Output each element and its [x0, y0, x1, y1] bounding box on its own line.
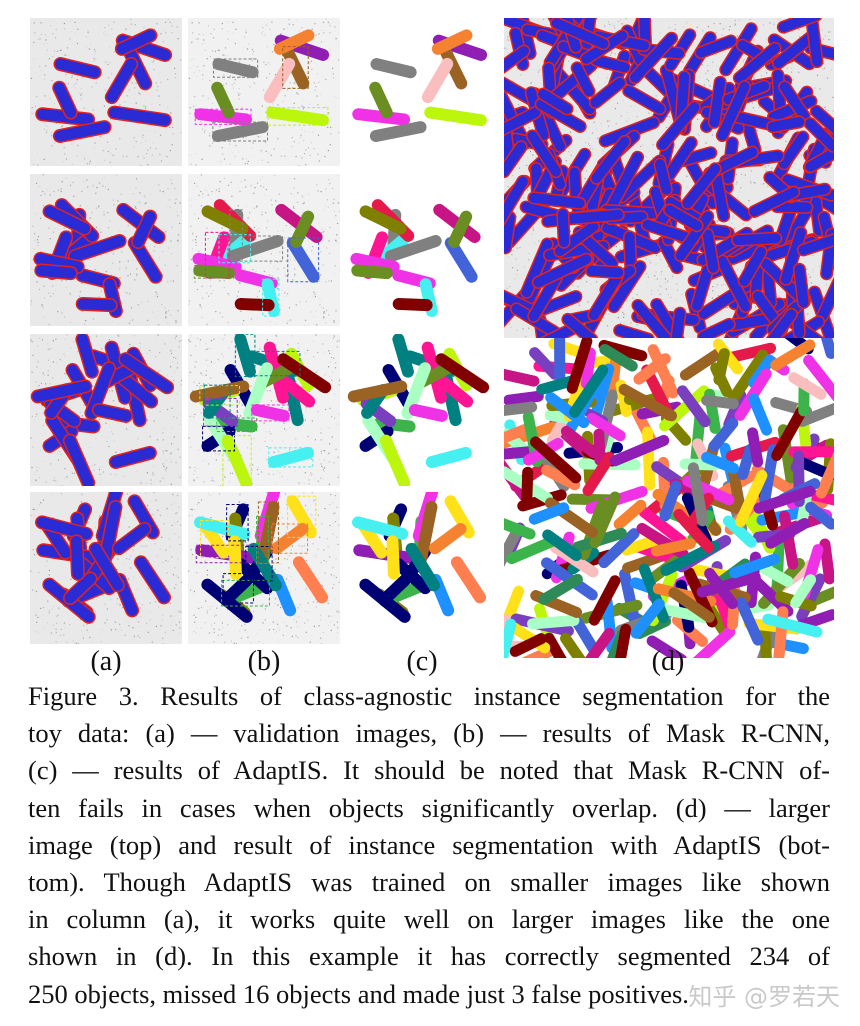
- validation-image-3: [30, 334, 182, 486]
- caption-line: tom). Though AdaptIS was trained on smal…: [28, 867, 830, 898]
- caption-line: Figure 3. Results of class-agnostic inst…: [28, 681, 830, 711]
- validation-image-1: [30, 18, 182, 166]
- caption-line: (c) — results of AdaptIS. It should be n…: [28, 755, 830, 786]
- adaptis-result-3: [346, 334, 498, 486]
- mask-rcnn-result-4: [188, 492, 340, 644]
- caption-line: shown in (d). In this example it has cor…: [28, 941, 830, 972]
- validation-image-4: [30, 492, 182, 644]
- adaptis-result-4: [346, 492, 498, 644]
- mask-rcnn-result-1: [188, 18, 340, 166]
- larger-image-top: [504, 18, 834, 338]
- larger-image-segmentation-bottom: [504, 338, 834, 658]
- watermark-text: 知乎 @罗若天: [688, 983, 840, 1011]
- adaptis-result-1: [346, 18, 498, 166]
- column-label-b: (b): [247, 646, 281, 677]
- mask-rcnn-result-3: [188, 334, 340, 486]
- column-label-c: (c): [406, 646, 438, 677]
- figure-caption: Figure 3. Results of class-agnostic inst…: [28, 678, 830, 1013]
- caption-line: in column (a), it works quite well on la…: [28, 904, 830, 935]
- mask-rcnn-result-2: [188, 174, 340, 326]
- figure-3: (a) (b) (c) (d): [30, 18, 834, 677]
- adaptis-result-2: [346, 174, 498, 326]
- caption-line: image (top) and result of instance segme…: [28, 829, 830, 860]
- caption-line: ten fails in cases when objects signific…: [28, 792, 830, 823]
- caption-line: 250 objects, missed 16 objects and made …: [28, 978, 689, 1009]
- column-label-d: (d): [651, 646, 685, 677]
- column-label-a: (a): [90, 646, 122, 677]
- caption-line: toy data: (a) — validation images, (b) —…: [28, 718, 830, 749]
- validation-image-2: [30, 174, 182, 326]
